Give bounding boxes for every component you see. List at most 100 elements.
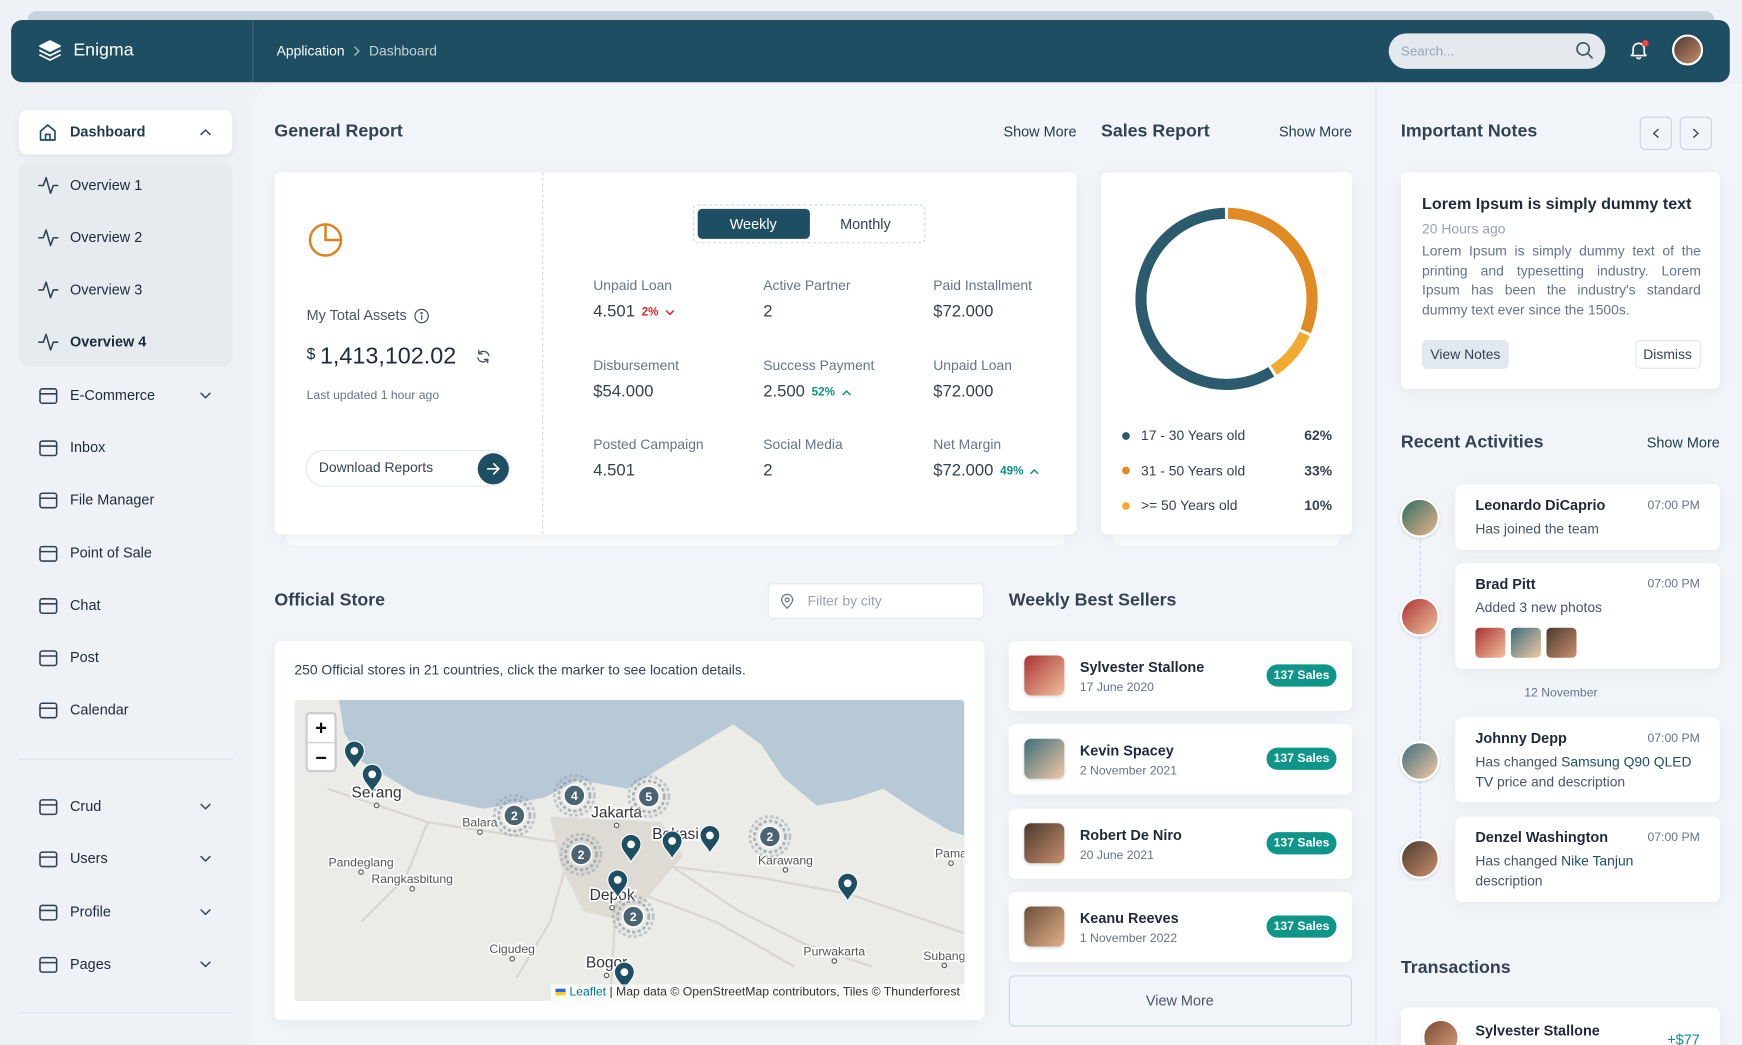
prev-icon <box>1653 128 1659 138</box>
breadcrumb-item[interactable]: Application <box>276 43 345 59</box>
search-icon-part <box>1576 41 1591 56</box>
dismiss-button[interactable] <box>1635 339 1701 369</box>
map[interactable]: SerangJakartaBekasiDepokBogorKarawangPan… <box>294 699 965 1001</box>
stat-label: Unpaid Loan <box>933 357 1012 374</box>
stat-label: Paid Installment <box>933 277 1033 294</box>
trend-arrow-part <box>665 309 675 315</box>
legend-label: >= 50 Years old <box>1140 497 1238 514</box>
menu-label[interactable]: Crud <box>69 797 102 815</box>
card-shadow-stack <box>286 531 1065 546</box>
note-title: Lorem Ipsum is simply dummy text <box>1422 195 1692 214</box>
tab[interactable]: Monthly <box>840 215 891 233</box>
stat-change: 2% <box>641 305 659 319</box>
place-dot <box>409 885 415 892</box>
activity-link[interactable]: Samsung Q90 QLED TV <box>1475 754 1692 790</box>
seller-date: 2 November 2021 <box>1079 764 1178 778</box>
logo-icon-part <box>39 54 61 61</box>
seller-badge-label: 137 Sales <box>1273 668 1330 683</box>
seller-badge <box>1266 915 1337 938</box>
search-icon <box>1576 41 1593 59</box>
breadcrumb-item[interactable]: Dashboard <box>369 43 437 59</box>
next-icon-part <box>1693 128 1699 138</box>
report-card <box>274 172 1077 535</box>
menu-label[interactable]: Users <box>69 850 108 867</box>
activity-text: Has changed Samsung Q90 QLED TV price an… <box>1475 752 1703 792</box>
activity-text: Added 3 new photos <box>1475 598 1703 618</box>
sidebar-divider <box>18 758 234 760</box>
tab[interactable]: Weekly <box>729 215 777 233</box>
menu-icon-part <box>39 597 58 614</box>
search-box[interactable] <box>1388 33 1606 69</box>
legend-label: 31 - 50 Years old <box>1140 462 1246 479</box>
attribution-link[interactable]: Leaflet <box>569 985 607 999</box>
menu-label[interactable]: File Manager <box>69 491 155 509</box>
menu-icon-part <box>39 492 58 509</box>
logo-icon <box>39 40 61 61</box>
menu-label[interactable]: Dashboard <box>69 123 146 140</box>
chevron-down <box>200 392 211 399</box>
view-notes-label[interactable]: View Notes <box>1430 346 1501 363</box>
top-bar-divider <box>252 19 254 83</box>
activity-link[interactable]: Nike Tanjun <box>1561 853 1634 869</box>
timeline-line <box>1419 517 1421 863</box>
view-notes-button[interactable] <box>1422 339 1509 369</box>
stat-change: 49% <box>1000 464 1024 478</box>
activity-separator: 12 November <box>1524 686 1598 700</box>
menu-label[interactable]: Overview 2 <box>69 228 143 246</box>
menu-icon-part <box>39 799 58 816</box>
zoom-in[interactable]: + <box>315 716 327 739</box>
prev-button[interactable] <box>1639 116 1673 150</box>
menu-label[interactable]: E-Commerce <box>69 386 156 404</box>
menu-label[interactable]: Point of Sale <box>69 543 152 561</box>
activity-avatar <box>1399 596 1440 637</box>
map-marker-dot <box>843 879 852 888</box>
map-marker-dot <box>620 968 629 976</box>
stat-value-row: 2 <box>763 460 772 482</box>
cluster-ring <box>752 819 787 854</box>
seller-name: Keanu Reeves <box>1079 909 1179 927</box>
activity-name: Brad Pitt <box>1475 575 1536 593</box>
show-more[interactable]: Show More <box>1279 123 1353 140</box>
menu-icon <box>39 904 58 921</box>
cluster-ring <box>557 778 592 813</box>
show-more[interactable]: Show More <box>1003 123 1077 140</box>
menu-label[interactable]: Inbox <box>69 439 106 456</box>
note-time: 20 Hours ago <box>1422 221 1506 237</box>
cluster-ring <box>552 774 596 817</box>
download-arrow <box>486 462 500 475</box>
show-more[interactable]: Show More <box>1646 434 1720 452</box>
download-label[interactable]: Download Reports <box>318 459 434 476</box>
chevron-down-part <box>200 908 211 915</box>
map-road <box>360 821 429 923</box>
menu-label[interactable]: Pages <box>69 955 111 972</box>
view-more-label[interactable]: View More <box>1145 992 1214 1009</box>
activity-name: Leonardo DiCaprio <box>1475 496 1606 514</box>
stat-value-row: 2 <box>763 301 772 323</box>
menu-label[interactable]: Overview 1 <box>69 176 143 194</box>
place-label: Purwakarta <box>803 944 865 958</box>
menu-icon <box>38 176 59 195</box>
zoom-divider <box>307 742 335 744</box>
menu-label[interactable]: Profile <box>69 902 111 920</box>
pin-icon-part <box>784 597 790 603</box>
seller-avatar <box>1024 738 1065 779</box>
menu-label[interactable]: Calendar <box>69 701 129 718</box>
zoom-out[interactable]: − <box>315 746 327 769</box>
assets-label: My Total Assets <box>306 306 407 324</box>
download-button[interactable] <box>305 449 510 487</box>
menu-label[interactable]: Overview 4 <box>69 333 147 350</box>
next-button[interactable] <box>1679 116 1713 150</box>
view-more-button[interactable] <box>1008 975 1353 1027</box>
refresh-icon-part <box>478 349 483 355</box>
dismiss-label[interactable]: Dismiss <box>1643 346 1692 363</box>
donut-chart <box>1135 207 1318 390</box>
place-label: Serang <box>352 785 402 802</box>
menu-label[interactable]: Post <box>69 648 99 666</box>
filter-input[interactable] <box>767 583 985 619</box>
activity-text-part: price and description <box>1496 774 1626 790</box>
map-marker-body <box>343 740 365 771</box>
tab-active[interactable] <box>697 208 810 239</box>
menu-label[interactable]: Overview 3 <box>69 281 143 298</box>
menu-label[interactable]: Chat <box>69 596 101 614</box>
